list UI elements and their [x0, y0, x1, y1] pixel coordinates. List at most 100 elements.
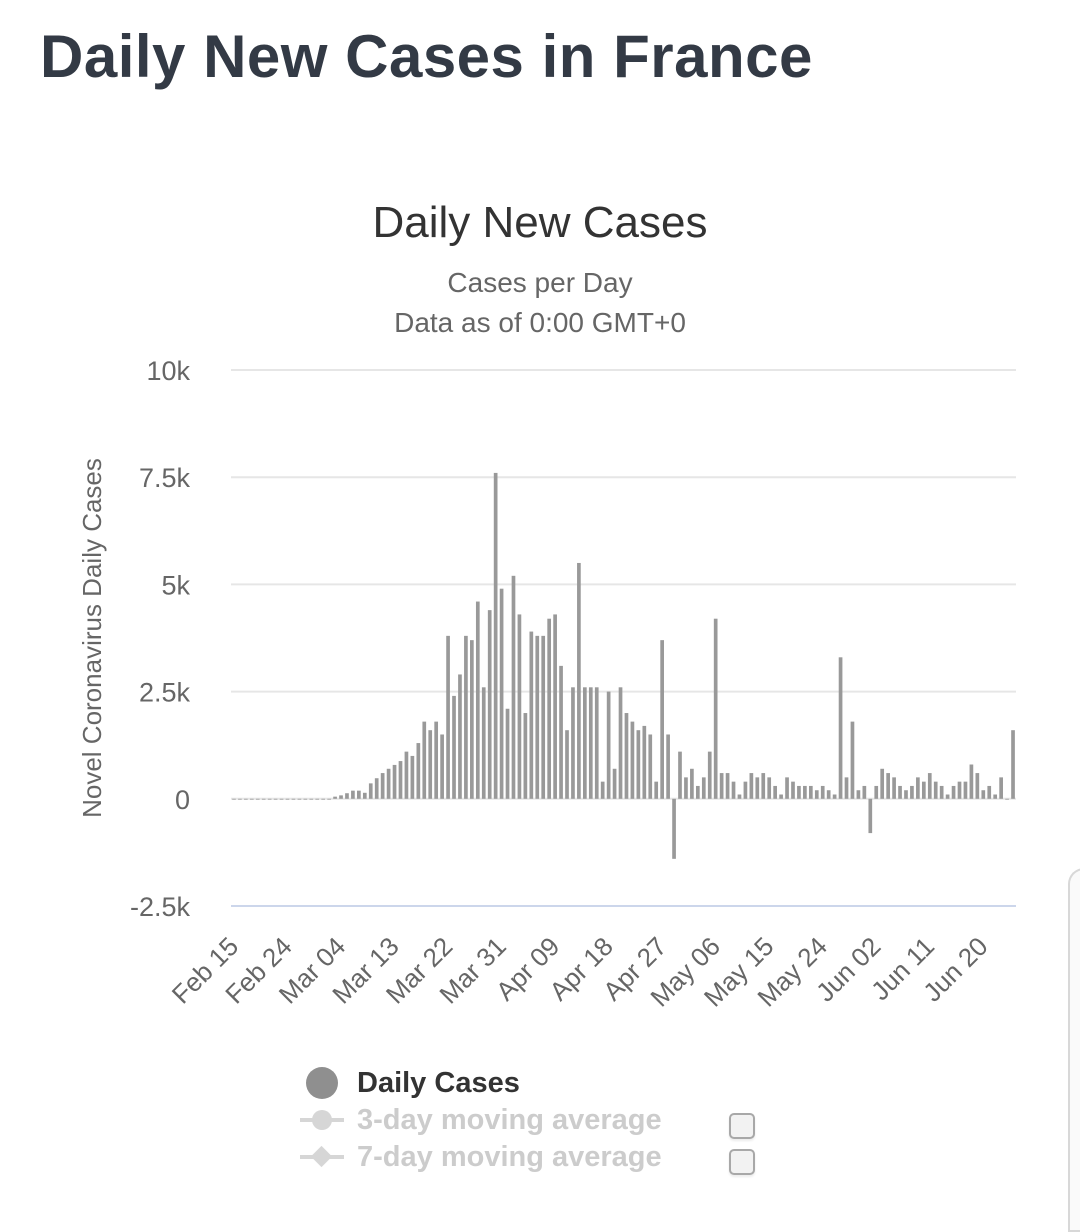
daily-cases-bar[interactable]: [303, 798, 308, 800]
daily-cases-bar[interactable]: [517, 614, 522, 799]
daily-cases-bar[interactable]: [820, 785, 825, 799]
daily-cases-bar[interactable]: [695, 785, 700, 799]
daily-cases-bar[interactable]: [904, 790, 908, 799]
daily-cases-bar[interactable]: [541, 635, 546, 799]
daily-cases-bar[interactable]: [571, 687, 575, 799]
daily-cases-bar[interactable]: [588, 687, 593, 799]
daily-cases-bar[interactable]: [612, 768, 617, 799]
daily-cases-bar[interactable]: [725, 773, 730, 799]
daily-cases-bar[interactable]: [927, 773, 932, 799]
daily-cases-bar[interactable]: [684, 777, 688, 799]
daily-cases-bar[interactable]: [945, 794, 950, 799]
daily-cases-bar[interactable]: [440, 734, 444, 799]
daily-cases-bar[interactable]: [547, 618, 552, 799]
daily-cases-bar[interactable]: [731, 781, 736, 799]
daily-cases-bar[interactable]: [737, 794, 742, 799]
daily-cases-bar[interactable]: [916, 777, 920, 799]
daily-cases-bar[interactable]: [666, 734, 670, 799]
daily-cases-bar[interactable]: [785, 777, 789, 799]
daily-cases-bar[interactable]: [422, 721, 427, 799]
daily-cases-bar[interactable]: [470, 640, 474, 799]
daily-cases-bar[interactable]: [808, 785, 813, 799]
daily-cases-bar[interactable]: [273, 798, 278, 800]
daily-cases-bar[interactable]: [886, 773, 890, 799]
daily-cases-bar[interactable]: [678, 751, 682, 799]
daily-cases-bar[interactable]: [339, 795, 343, 799]
daily-cases-bar[interactable]: [957, 781, 962, 799]
daily-cases-bar[interactable]: [529, 631, 534, 799]
daily-cases-bar[interactable]: [707, 751, 712, 799]
daily-cases-bar[interactable]: [654, 781, 659, 799]
daily-cases-bar[interactable]: [814, 790, 819, 799]
daily-cases-bar[interactable]: [642, 725, 647, 799]
daily-cases-bar[interactable]: [238, 798, 242, 800]
daily-cases-bar[interactable]: [392, 764, 397, 799]
daily-cases-bar[interactable]: [297, 798, 302, 800]
daily-cases-bar[interactable]: [374, 778, 379, 799]
daily-cases-bar[interactable]: [969, 764, 974, 799]
daily-cases-bar[interactable]: [267, 798, 272, 800]
daily-cases-bar[interactable]: [981, 790, 986, 799]
daily-cases-bar[interactable]: [898, 785, 902, 799]
legend-3-day-checkbox[interactable]: [729, 1113, 755, 1139]
daily-cases-bar[interactable]: [309, 798, 314, 800]
daily-cases-bar[interactable]: [921, 781, 926, 799]
daily-cases-bar[interactable]: [713, 618, 718, 799]
daily-cases-bar[interactable]: [987, 785, 992, 799]
daily-cases-bar[interactable]: [315, 798, 320, 800]
daily-cases-bar[interactable]: [583, 687, 587, 799]
daily-cases-bar[interactable]: [791, 781, 795, 799]
daily-cases-bar[interactable]: [880, 768, 885, 799]
daily-cases-bar[interactable]: [862, 785, 867, 799]
daily-cases-bar[interactable]: [577, 562, 581, 799]
daily-cases-bar[interactable]: [672, 798, 676, 859]
daily-cases-bar[interactable]: [511, 575, 516, 799]
daily-cases-bar[interactable]: [963, 781, 968, 799]
daily-cases-bar[interactable]: [850, 721, 855, 799]
daily-cases-bar[interactable]: [404, 751, 409, 799]
daily-cases-bar[interactable]: [464, 635, 468, 799]
daily-cases-bar[interactable]: [523, 713, 528, 799]
daily-cases-bar[interactable]: [487, 610, 492, 799]
daily-cases-bar[interactable]: [993, 794, 998, 799]
daily-cases-bar[interactable]: [606, 691, 611, 799]
daily-cases-bar[interactable]: [553, 614, 557, 799]
daily-cases-bar[interactable]: [386, 768, 391, 799]
legend-item-3-day-moving-average[interactable]: 3-day moving average: [300, 1100, 662, 1140]
daily-cases-bar[interactable]: [565, 730, 569, 799]
daily-cases-bar[interactable]: [856, 790, 861, 799]
daily-cases-bar[interactable]: [874, 785, 879, 799]
daily-cases-bar[interactable]: [701, 777, 706, 799]
daily-cases-bar[interactable]: [1011, 730, 1015, 799]
daily-cases-bar[interactable]: [826, 790, 831, 799]
daily-cases-bar[interactable]: [505, 708, 510, 799]
daily-cases-bar[interactable]: [755, 777, 760, 799]
daily-cases-bar[interactable]: [327, 798, 331, 800]
daily-cases-bar[interactable]: [749, 773, 754, 799]
daily-cases-bar[interactable]: [999, 777, 1003, 799]
daily-cases-bar[interactable]: [648, 734, 653, 799]
daily-cases-bar[interactable]: [493, 472, 498, 799]
daily-cases-bar[interactable]: [630, 721, 635, 799]
daily-cases-bar[interactable]: [446, 635, 450, 799]
daily-cases-bar[interactable]: [910, 785, 914, 799]
daily-cases-bar[interactable]: [357, 790, 361, 799]
daily-cases-bar[interactable]: [475, 601, 480, 799]
daily-cases-bar[interactable]: [868, 798, 873, 834]
daily-cases-bar[interactable]: [767, 777, 772, 799]
daily-cases-bar[interactable]: [481, 687, 486, 799]
daily-cases-bar[interactable]: [559, 665, 563, 799]
daily-cases-bar[interactable]: [345, 793, 349, 799]
daily-cases-bar[interactable]: [410, 755, 415, 799]
daily-cases-bar[interactable]: [380, 773, 385, 799]
daily-cases-bar[interactable]: [535, 635, 540, 799]
daily-cases-bar[interactable]: [773, 785, 777, 799]
daily-cases-bar[interactable]: [291, 798, 296, 800]
daily-cases-bar[interactable]: [892, 777, 896, 799]
legend-7-day-checkbox[interactable]: [729, 1149, 755, 1175]
daily-cases-bar[interactable]: [975, 773, 980, 799]
daily-cases-bar[interactable]: [844, 777, 849, 799]
daily-cases-bar[interactable]: [933, 781, 938, 799]
daily-cases-bar[interactable]: [499, 588, 504, 799]
daily-cases-bar[interactable]: [779, 794, 783, 799]
